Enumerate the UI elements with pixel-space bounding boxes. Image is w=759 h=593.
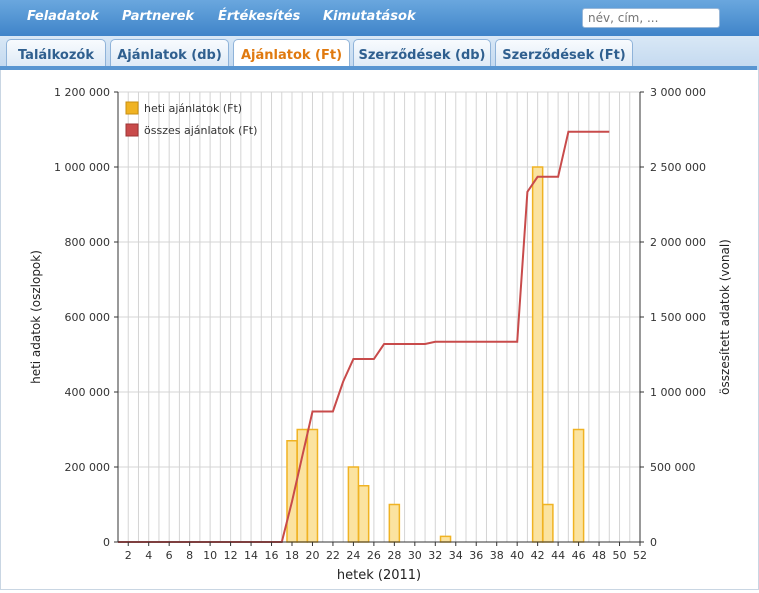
x-axis-title: hetek (2011) (337, 568, 421, 583)
search-input[interactable] (582, 8, 720, 28)
legend-label-line: összes ajánlatok (Ft) (144, 124, 257, 137)
x-tick-label: 38 (490, 549, 504, 562)
x-tick-label: 8 (186, 549, 193, 562)
x-tick-label: 30 (408, 549, 422, 562)
y-tick-label: 1 200 000 (54, 86, 110, 99)
x-tick-label: 34 (449, 549, 463, 562)
x-tick-label: 6 (166, 549, 173, 562)
y2-axis-title: összesített adatok (vonal) (718, 239, 732, 395)
x-tick-label: 16 (265, 549, 279, 562)
x-tick-label: 44 (551, 549, 565, 562)
x-tick-label: 42 (531, 549, 545, 562)
x-tick-label: 18 (285, 549, 299, 562)
y2-tick-label: 3 000 000 (650, 86, 706, 99)
y-tick-label: 200 000 (65, 461, 111, 474)
x-tick-label: 12 (224, 549, 238, 562)
x-tick-label: 32 (428, 549, 442, 562)
y-tick-label: 0 (103, 536, 110, 549)
x-tick-label: 48 (592, 549, 606, 562)
tab-talalkozok[interactable]: Találkozók (6, 39, 106, 70)
tab-ajanlatok-db[interactable]: Ajánlatok (db) (110, 39, 229, 70)
bar-week-18[interactable] (286, 440, 298, 543)
x-tick-label: 24 (346, 549, 360, 562)
x-tick-label: 36 (469, 549, 483, 562)
x-tick-label: 14 (244, 549, 258, 562)
legend-swatch-bars (125, 101, 139, 115)
bar-week-43[interactable] (542, 503, 554, 543)
legend-swatch-line (125, 123, 139, 137)
nav-item-kimutatasok[interactable]: Kimutatások (323, 9, 416, 24)
tab-szerzodesek-db[interactable]: Szerződések (db) (353, 39, 491, 70)
x-tick-label: 46 (572, 549, 586, 562)
y-tick-label: 800 000 (65, 236, 111, 249)
nav-item-partnerek[interactable]: Partnerek (122, 9, 195, 24)
chart-panel: 0 200 000 400 000 600 000 800 000 1 000 000 1 … (0, 70, 759, 590)
cumulative-line[interactable] (118, 130, 610, 543)
y-tick-label: 600 000 (65, 311, 111, 324)
y-axis-title: heti adatok (oszlopok) (29, 250, 43, 384)
legend-label-bars: heti ajánlatok (Ft) (144, 102, 242, 115)
y-tick-label: 1 000 000 (54, 161, 110, 174)
bar-week-28[interactable] (388, 503, 401, 543)
y2-tick-label: 1 000 000 (650, 386, 706, 399)
chart: 0 200 000 400 000 600 000 800 000 1 000 000 1 … (29, 86, 732, 583)
bar-week-33[interactable] (439, 535, 452, 543)
bar-week-20[interactable] (306, 428, 319, 543)
x-tick-label: 50 (613, 549, 627, 562)
tab-underline (0, 66, 757, 70)
bar-week-46[interactable] (572, 428, 585, 543)
nav-item-feladatok[interactable]: Feladatok (27, 9, 99, 24)
y2-tick-label: 2 500 000 (650, 161, 706, 174)
x-tick-label: 26 (367, 549, 381, 562)
y2-tick-label: 0 (650, 536, 657, 549)
y-tick-label: 400 000 (65, 386, 111, 399)
tab-bar: Találkozók Ajánlatok (db) Ajánlatok (Ft)… (0, 36, 759, 72)
x-tick-label: 20 (305, 549, 319, 562)
x-tick-label: 40 (510, 549, 524, 562)
top-navigation-bar: Feladatok Partnerek Értékesítés Kimutatá… (0, 0, 759, 36)
bar-week-24[interactable] (347, 466, 360, 543)
y2-tick-label: 500 000 (650, 461, 696, 474)
x-tick-label: 4 (145, 549, 152, 562)
bar-week-19[interactable] (296, 428, 309, 543)
x-tick-label: 10 (203, 549, 217, 562)
tab-szerzodesek-ft[interactable]: Szerződések (Ft) (495, 39, 633, 70)
x-tick-label: 22 (326, 549, 340, 562)
x-tick-label: 28 (387, 549, 401, 562)
bar-week-42[interactable] (531, 166, 544, 543)
nav-item-ertekesites[interactable]: Értékesítés (218, 9, 301, 24)
x-tick-label: 2 (125, 549, 132, 562)
bar-week-25[interactable] (357, 485, 370, 543)
y2-tick-label: 2 000 000 (650, 236, 706, 249)
y2-tick-label: 1 500 000 (650, 311, 706, 324)
x-tick-label: 52 (633, 549, 647, 562)
